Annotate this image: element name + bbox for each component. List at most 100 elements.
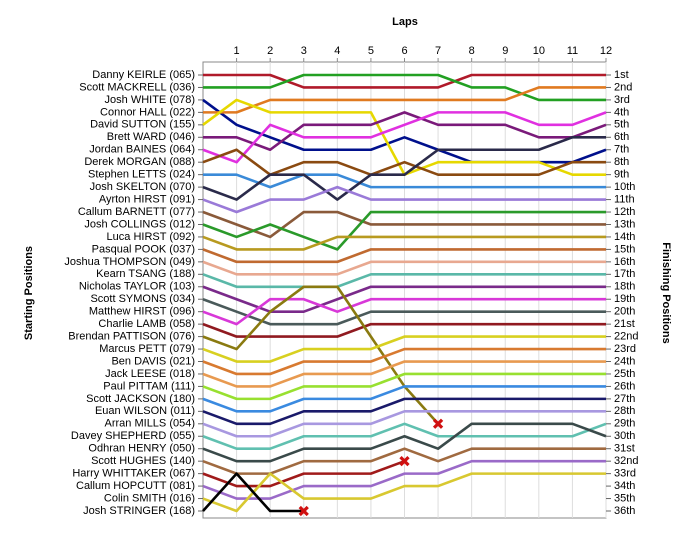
y2-tick-label: 24th <box>614 355 635 367</box>
driver-line <box>202 360 606 388</box>
driver-label: Scott SYMONS (034) <box>90 293 195 305</box>
driver-label: Danny KEIRLE (065) <box>92 69 195 81</box>
driver-label: Scott MACKRELL (036) <box>79 81 195 93</box>
driver-line <box>202 297 606 326</box>
driver-label: Josh SKELTON (070) <box>90 181 195 193</box>
driver-line <box>202 285 440 425</box>
y2-tick-label: 23rd <box>614 343 636 355</box>
driver-label: Ayrton HIRST (091) <box>99 193 195 205</box>
x-axis-title: Laps <box>392 16 418 28</box>
driver-label: Matthew HIRST (096) <box>89 306 195 318</box>
driver-label: David SUTTON (155) <box>90 119 195 131</box>
driver-line <box>202 111 607 164</box>
driver-label: Arran MILLS (054) <box>105 418 195 430</box>
y2-tick-label: 32nd <box>614 455 638 467</box>
driver-label: Luca HIRST (092) <box>107 231 195 243</box>
driver-label: Charlie LAMB (058) <box>98 318 195 330</box>
driver-line <box>202 422 607 451</box>
driver-line <box>202 410 606 438</box>
driver-label: Harry WHITTAKER (067) <box>72 468 195 480</box>
y2-tick-label: 34th <box>614 480 635 492</box>
y-axis-title: Starting Positions <box>23 246 35 340</box>
retirement-marker <box>298 505 309 517</box>
driver-label: Joshua THOMPSON (049) <box>64 256 195 268</box>
driver-label: Ben DAVIS (021) <box>111 355 195 367</box>
driver-line <box>202 248 606 264</box>
driver-label: Josh WHITE (078) <box>105 94 195 106</box>
x-tick-label: 1 <box>234 45 240 57</box>
y2-tick-label: 2nd <box>614 81 632 93</box>
driver-line <box>202 298 606 326</box>
y2-tick-label: 13th <box>614 218 635 230</box>
driver-label: Jordan BAINES (064) <box>89 144 195 156</box>
driver-line <box>202 210 606 251</box>
driver-line <box>202 397 606 426</box>
y2-tick-label: 18th <box>614 281 635 293</box>
y2-tick-label: 7th <box>614 144 629 156</box>
y2-tick-label: 4th <box>614 106 629 118</box>
driver-label: Paul PITTAM (111) <box>103 380 195 392</box>
x-tick-label: 12 <box>600 45 612 57</box>
driver-line <box>203 86 606 114</box>
driver-label: Josh STRINGER (168) <box>83 505 195 517</box>
driver-line <box>202 459 405 488</box>
driver-label: Connor HALL (022) <box>100 106 195 118</box>
y2-tick-label: 26th <box>614 380 635 392</box>
driver-line <box>202 347 606 376</box>
driver-line <box>202 260 606 276</box>
driver-label: Davey SHEPHERD (055) <box>71 430 195 442</box>
x-tick-label: 8 <box>469 45 475 57</box>
driver-label: Callum HOPCUTT (081) <box>76 480 195 492</box>
y2-tick-label: 17th <box>614 268 635 280</box>
driver-line <box>202 185 606 214</box>
y2-tick-label: 30th <box>614 430 635 442</box>
driver-line <box>203 173 606 189</box>
driver-line <box>202 210 606 239</box>
y2-tick-label: 25th <box>614 368 635 380</box>
y2-tick-label: 27th <box>614 393 635 405</box>
y2-tick-label: 29th <box>614 418 635 430</box>
driver-label: Brendan PATTISON (076) <box>68 331 195 343</box>
driver-line <box>202 472 304 513</box>
y2-tick-label: 11th <box>614 193 635 205</box>
y2-tick-label: 3rd <box>614 94 630 106</box>
y2-tick-label: 15th <box>614 243 635 255</box>
driver-line <box>202 135 606 201</box>
driver-line <box>203 73 606 89</box>
driver-line <box>202 422 607 463</box>
x-tick-label: 7 <box>435 45 441 57</box>
y2-tick-label: 8th <box>614 156 629 168</box>
driver-line <box>202 459 606 500</box>
x-tick-label: 11 <box>567 45 578 57</box>
driver-line <box>202 372 606 401</box>
y2-tick-label: 35th <box>614 492 635 504</box>
driver-line <box>202 235 606 251</box>
x-tick-label: 4 <box>334 45 340 57</box>
y2-tick-label: 10th <box>614 181 635 193</box>
y2-tick-label: 5th <box>614 119 629 131</box>
driver-line <box>202 322 606 338</box>
driver-line <box>202 385 606 413</box>
x-tick-label: 2 <box>267 45 273 57</box>
y2-tick-label: 9th <box>614 169 629 181</box>
x-tick-label: 6 <box>401 45 407 57</box>
y2-tick-label: 1st <box>614 69 629 81</box>
y2-tick-label: 28th <box>614 405 635 417</box>
x-tick-label: 5 <box>368 45 374 57</box>
driver-label: Derek MORGAN (088) <box>84 156 195 168</box>
y2-tick-label: 22nd <box>614 331 638 343</box>
y2-tick-label: 33rd <box>614 468 636 480</box>
driver-label: Jack LEESE (018) <box>105 368 195 380</box>
driver-label: Scott HUGHES (140) <box>91 455 195 467</box>
y2-tick-label: 12th <box>614 206 635 218</box>
x-tick-label: 10 <box>533 45 545 57</box>
x-tick-label: 3 <box>301 45 307 57</box>
y2-tick-label: 16th <box>614 256 635 268</box>
driver-label: Colin SMITH (016) <box>104 492 195 504</box>
y2-tick-label: 20th <box>614 306 635 318</box>
driver-label: Pasqual POOK (037) <box>92 243 195 255</box>
driver-label: Callum BARNETT (077) <box>78 206 195 218</box>
driver-label: Marcus PETT (079) <box>99 343 195 355</box>
driver-label: Euan WILSON (011) <box>95 405 195 417</box>
